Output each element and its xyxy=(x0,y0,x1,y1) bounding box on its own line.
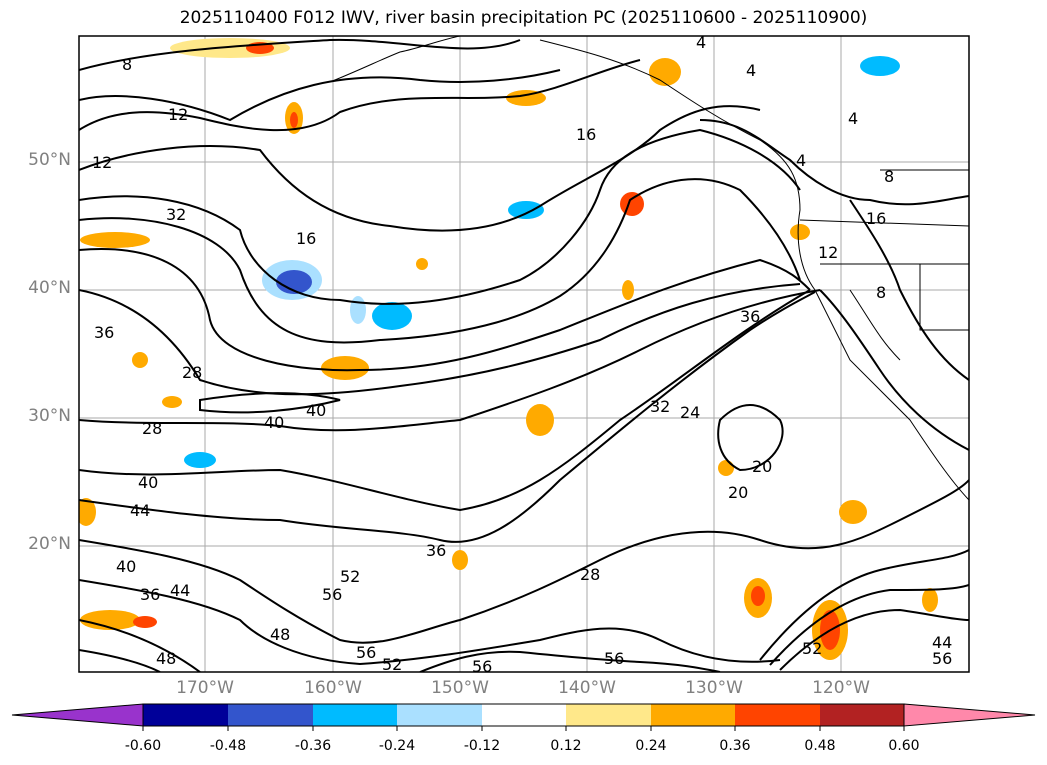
contour-label: 20 xyxy=(752,457,772,476)
colorbar-tick-label: -0.48 xyxy=(209,738,247,754)
contour-label: 8 xyxy=(884,167,894,186)
contour-label: 36 xyxy=(426,541,446,560)
contour-label: 16 xyxy=(296,229,316,248)
lon-label-150w: 150°W xyxy=(431,678,489,698)
contour-label: 16 xyxy=(866,209,886,228)
contour-label: 56 xyxy=(472,657,492,676)
contour-label: 28 xyxy=(182,363,202,382)
colorbar xyxy=(11,703,1036,731)
colorbar-tick-label: 0.24 xyxy=(635,738,667,754)
lat-label-20n: 20°N xyxy=(28,534,71,554)
contour-label: 8 xyxy=(876,283,886,302)
contour-label: 52 xyxy=(802,639,822,658)
colorbar-tick-label: 0.48 xyxy=(804,738,836,754)
contour-label: 56 xyxy=(356,643,376,662)
contour-label: 36 xyxy=(140,585,160,604)
map-content: 8 12 12 16 16 32 36 28 40 40 28 40 44 40… xyxy=(79,33,969,676)
lon-label-130w: 130°W xyxy=(685,678,743,698)
precip-shading xyxy=(79,38,938,660)
contour-label: 48 xyxy=(270,625,290,644)
colorbar-tick-label: -0.12 xyxy=(463,738,501,754)
contour-label: 4 xyxy=(696,33,706,52)
colorbar-tick-label: 0.60 xyxy=(888,738,920,754)
contour-label: 16 xyxy=(576,125,596,144)
contour-label: 40 xyxy=(138,473,158,492)
contour-label: 4 xyxy=(848,109,858,128)
contour-label: 32 xyxy=(166,205,186,224)
colorbar-tick-label: 0.36 xyxy=(719,738,751,754)
contour-label: 12 xyxy=(168,105,188,124)
contour-label: 44 xyxy=(170,581,190,600)
colorbar-tick-label: -0.36 xyxy=(294,738,332,754)
coastlines xyxy=(329,36,969,501)
contour-label: 32 xyxy=(650,397,670,416)
contour-label: 48 xyxy=(156,649,176,668)
colorbar-tick-label: -0.60 xyxy=(124,738,162,754)
contour-label: 36 xyxy=(94,323,114,342)
contour-label: 28 xyxy=(142,419,162,438)
contour-label: 12 xyxy=(818,243,838,262)
contour-label: 4 xyxy=(746,61,756,80)
contour-label: 28 xyxy=(580,565,600,584)
contour-label: 56 xyxy=(604,649,624,668)
contour-label: 8 xyxy=(122,55,132,74)
contour-label: 44 xyxy=(130,501,150,520)
map-title: 2025110400 F012 IWV, river basin precipi… xyxy=(179,8,868,28)
contour-label: 52 xyxy=(340,567,360,586)
contour-label: 56 xyxy=(322,585,342,604)
contour-label: 20 xyxy=(728,483,748,502)
iwv-contours xyxy=(79,38,969,672)
lon-label-160w: 160°W xyxy=(304,678,362,698)
lat-label-50n: 50°N xyxy=(28,150,71,170)
contour-label: 24 xyxy=(680,403,700,422)
lat-label-40n: 40°N xyxy=(28,278,71,298)
map-frame xyxy=(78,35,970,673)
contour-label: 52 xyxy=(382,655,402,674)
contour-label: 12 xyxy=(92,153,112,172)
lat-label-30n: 30°N xyxy=(28,406,71,426)
contour-label: 4 xyxy=(796,151,806,170)
lon-label-140w: 140°W xyxy=(558,678,616,698)
lon-label-170w: 170°W xyxy=(176,678,234,698)
contour-label: 56 xyxy=(932,649,952,668)
contour-label: 40 xyxy=(264,413,284,432)
colorbar-tick-label: -0.24 xyxy=(378,738,416,754)
contour-label: 40 xyxy=(306,401,326,420)
lon-label-120w: 120°W xyxy=(812,678,870,698)
contour-label: 36 xyxy=(740,307,760,326)
contour-label: 40 xyxy=(116,557,136,576)
map-area xyxy=(79,36,969,672)
contour-label: 44 xyxy=(932,633,952,652)
colorbar-tick-label: 0.12 xyxy=(550,738,582,754)
